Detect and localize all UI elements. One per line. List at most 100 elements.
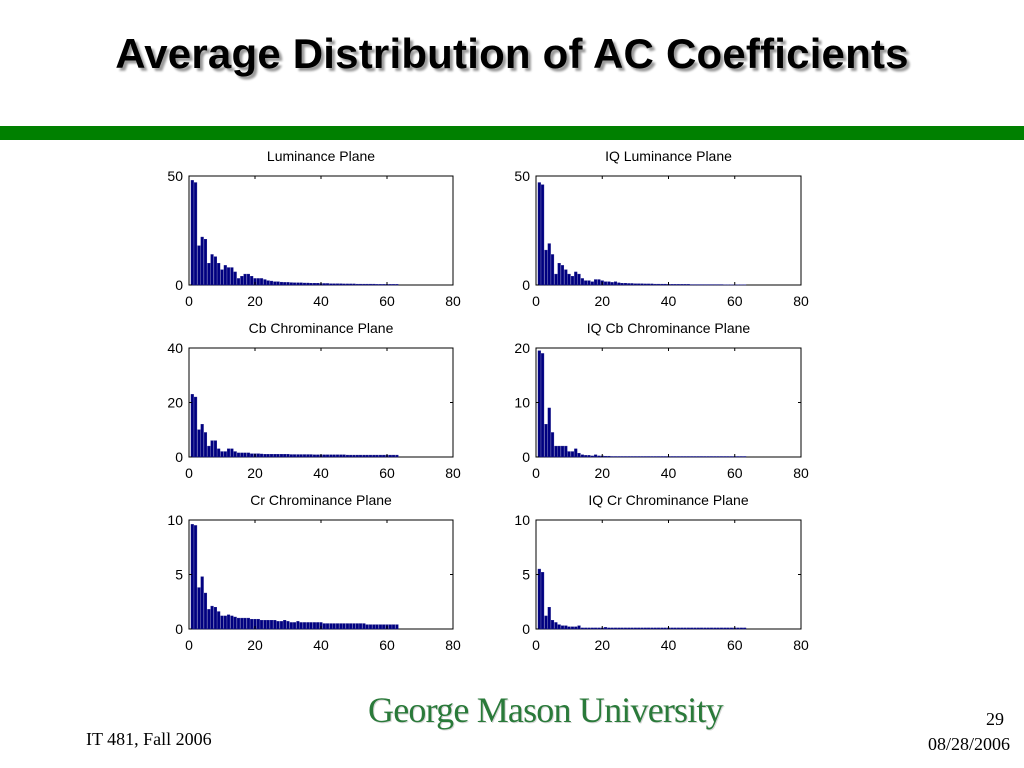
bar xyxy=(710,456,714,458)
y-tick-label: 0 xyxy=(522,621,530,637)
x-tick-label: 40 xyxy=(661,637,677,653)
bar xyxy=(345,623,349,630)
bar xyxy=(395,454,399,458)
axes-box xyxy=(535,347,802,458)
bar xyxy=(382,624,386,630)
bar xyxy=(289,282,293,286)
bar xyxy=(276,454,280,458)
bar xyxy=(594,279,598,286)
bar xyxy=(541,353,545,458)
bar xyxy=(378,454,382,458)
bar xyxy=(620,456,624,458)
bar xyxy=(233,616,237,630)
y-tick-label: 50 xyxy=(514,168,530,184)
bar xyxy=(564,625,568,630)
bar xyxy=(286,621,290,630)
bar xyxy=(557,263,561,286)
bar xyxy=(365,624,369,630)
bar xyxy=(227,267,231,286)
bar xyxy=(567,273,571,286)
bar xyxy=(332,283,336,286)
bar xyxy=(640,627,644,630)
bar xyxy=(220,451,224,458)
bar xyxy=(653,283,657,286)
bar xyxy=(640,283,644,286)
bar xyxy=(620,283,624,286)
y-tick-label: 10 xyxy=(514,512,530,528)
bar xyxy=(604,455,608,458)
bar xyxy=(623,283,627,286)
bar xyxy=(296,621,300,630)
bar xyxy=(299,454,303,458)
bar xyxy=(207,445,211,458)
bar xyxy=(567,451,571,458)
bar xyxy=(577,625,581,630)
bar xyxy=(230,615,234,630)
bar xyxy=(256,618,260,630)
bar xyxy=(388,284,392,286)
bar xyxy=(326,283,330,286)
bar xyxy=(362,623,366,630)
bar xyxy=(633,627,637,630)
bar xyxy=(607,281,611,286)
bar xyxy=(309,622,313,630)
x-tick-label: 60 xyxy=(727,293,743,309)
bar xyxy=(640,456,644,458)
x-tick-label: 20 xyxy=(594,293,610,309)
bar xyxy=(670,456,674,458)
x-tick-label: 40 xyxy=(313,465,329,481)
bar xyxy=(256,453,260,458)
bar xyxy=(289,622,293,630)
chart-panel: IQ Luminance Plane 0 20 40 60 80 0 50 xyxy=(514,148,809,309)
bar xyxy=(352,283,356,286)
bar xyxy=(197,245,201,286)
bar xyxy=(286,454,290,458)
bar xyxy=(729,627,733,630)
bar xyxy=(316,622,320,630)
bar xyxy=(676,627,680,630)
bar xyxy=(547,243,551,286)
bar xyxy=(597,455,601,458)
bar xyxy=(382,454,386,458)
bar xyxy=(554,622,558,630)
bar xyxy=(743,456,747,458)
y-tick-label: 0 xyxy=(522,449,530,465)
x-tick-label: 0 xyxy=(185,637,193,653)
bar xyxy=(388,454,392,458)
bar xyxy=(637,627,641,630)
bar xyxy=(610,282,614,286)
bar xyxy=(329,454,333,458)
chart-title: Cb Chrominance Plane xyxy=(249,320,394,336)
bar xyxy=(647,456,651,458)
bar xyxy=(276,621,280,630)
bar xyxy=(322,283,326,286)
bar xyxy=(680,284,684,286)
bar xyxy=(723,456,727,458)
bar xyxy=(352,623,356,630)
bar xyxy=(537,568,541,630)
bar xyxy=(673,627,677,630)
x-tick-label: 0 xyxy=(532,465,540,481)
bar xyxy=(194,396,198,458)
bar xyxy=(289,454,293,458)
bar xyxy=(279,281,283,286)
x-tick-label: 80 xyxy=(445,637,461,653)
bar xyxy=(657,456,661,458)
bar xyxy=(587,280,591,286)
bar xyxy=(309,283,313,286)
bar xyxy=(564,269,568,286)
bar xyxy=(643,456,647,458)
y-tick-label: 10 xyxy=(167,512,183,528)
bar xyxy=(210,605,214,630)
bar xyxy=(574,448,578,458)
bar xyxy=(283,454,287,458)
chart-title: IQ Cr Chrominance Plane xyxy=(588,492,749,508)
bar xyxy=(660,283,664,286)
bar xyxy=(293,282,297,286)
bar xyxy=(316,454,320,458)
bar xyxy=(326,623,330,630)
bar xyxy=(395,284,399,286)
bar xyxy=(359,283,363,286)
x-tick-label: 0 xyxy=(532,293,540,309)
